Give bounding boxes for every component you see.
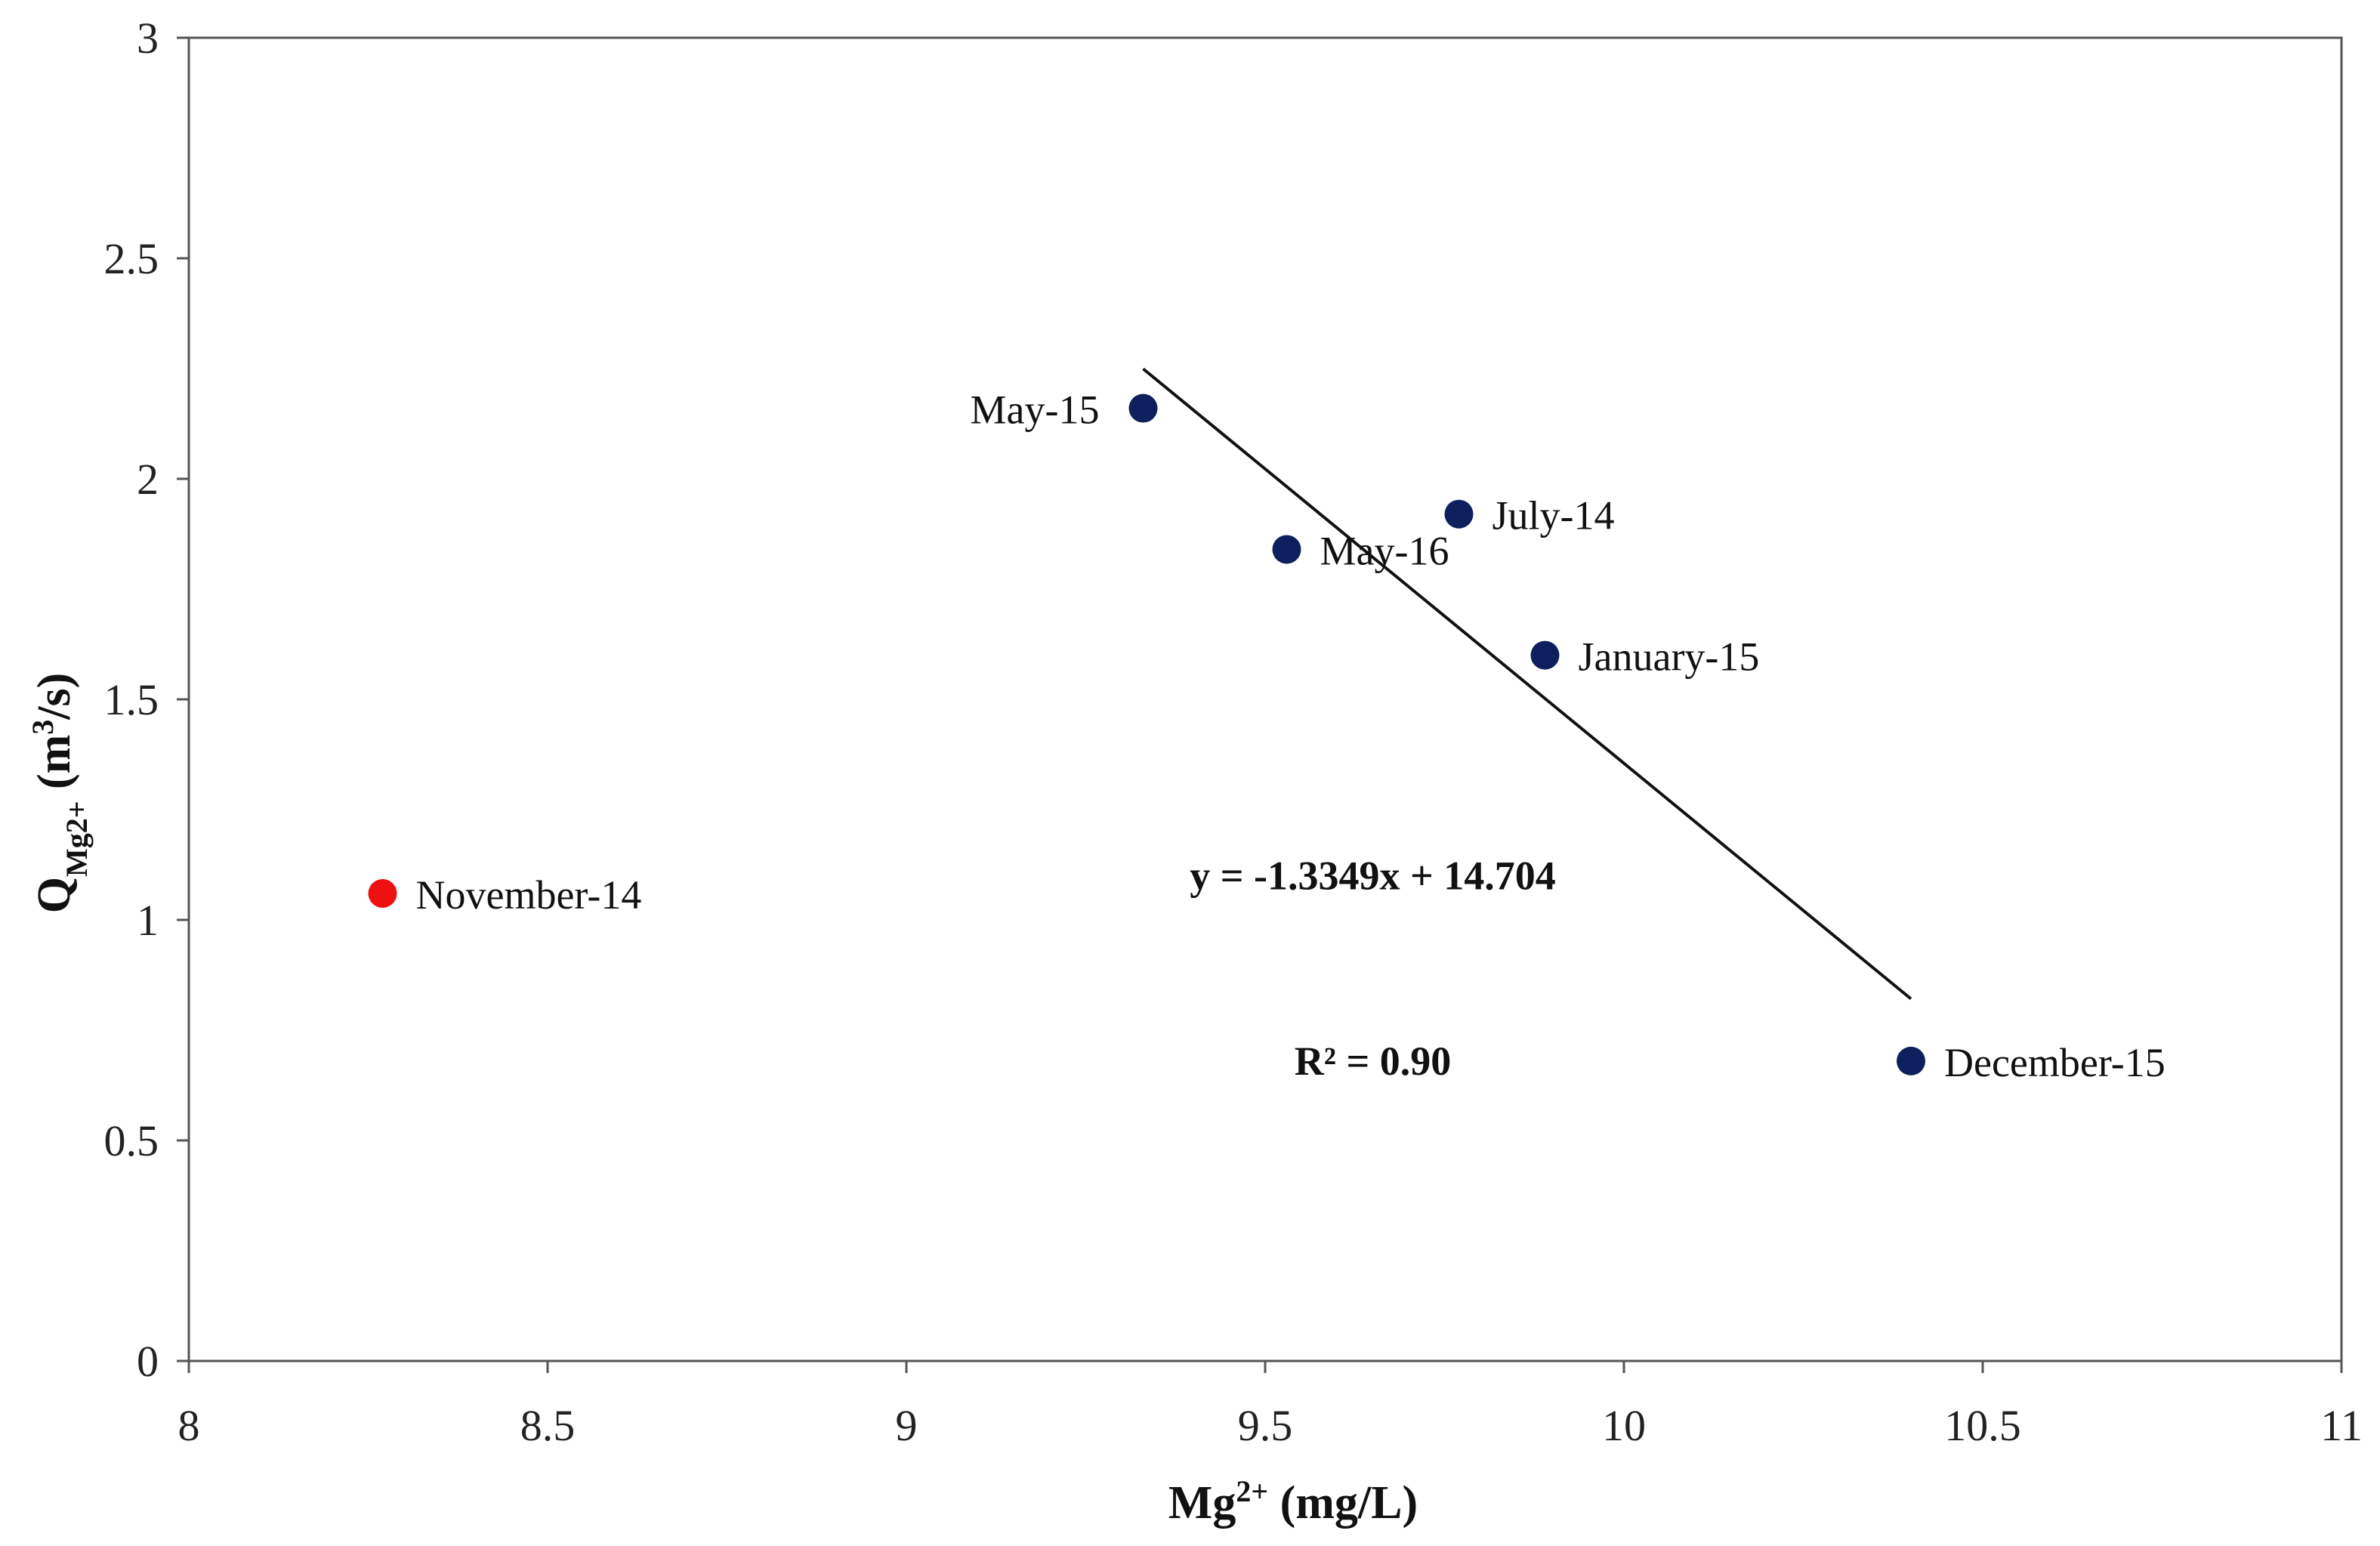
y-tick-label: 2: [137, 455, 159, 504]
data-point-label: January-15: [1579, 634, 1760, 680]
data-point: [1128, 393, 1158, 423]
data-points: May-15 July-14 May-16 January-15 December-15…: [368, 387, 2165, 1085]
x-tick-label: 9.5: [1238, 1401, 1293, 1450]
data-point: [1444, 499, 1474, 529]
y-tick-label: 3: [137, 14, 159, 63]
data-point: [368, 878, 397, 908]
y-axis-title: QMg2+ (m3/s): [26, 673, 94, 914]
y-tick-label: 2.5: [104, 234, 159, 283]
x-tick-label: 8.5: [520, 1401, 576, 1450]
data-point-label: May-16: [1320, 528, 1449, 573]
data-point-label: December-15: [1944, 1040, 2165, 1085]
r-squared-annotation: R² = 0.90: [1295, 1038, 1451, 1084]
trendline-group: [1142, 367, 1912, 1001]
data-point: [1530, 640, 1560, 670]
axis-ticks: 8 8.5 9 9.5 10 10.5 11 0 0.5 1 1.5 2 2.5 3: [104, 14, 2363, 1450]
x-tick-label: 8: [178, 1401, 200, 1450]
x-tick-label: 9: [896, 1401, 918, 1450]
data-point-label: November-14: [416, 872, 642, 918]
y-tick-label: 1.5: [104, 675, 159, 724]
equation-annotation: y = -1.3349x + 14.704: [1190, 853, 1556, 899]
plot-area: [187, 36, 2343, 1362]
y-tick-label: 0.5: [104, 1116, 159, 1165]
data-point: [1272, 535, 1301, 564]
x-tick-label: 10: [1602, 1401, 1646, 1450]
x-tick-label: 10.5: [1944, 1401, 2021, 1450]
y-tick-label: 0: [137, 1337, 159, 1386]
x-axis-title: Mg2+ (mg/L): [1168, 1474, 1418, 1529]
trendline: [1142, 367, 1912, 1001]
data-point: [1897, 1046, 1925, 1075]
x-tick-label: 11: [2320, 1401, 2363, 1450]
y-tick-label: 1: [137, 896, 159, 945]
data-point-label: July-14: [1493, 493, 1615, 538]
data-point-label: May-15: [971, 387, 1100, 433]
